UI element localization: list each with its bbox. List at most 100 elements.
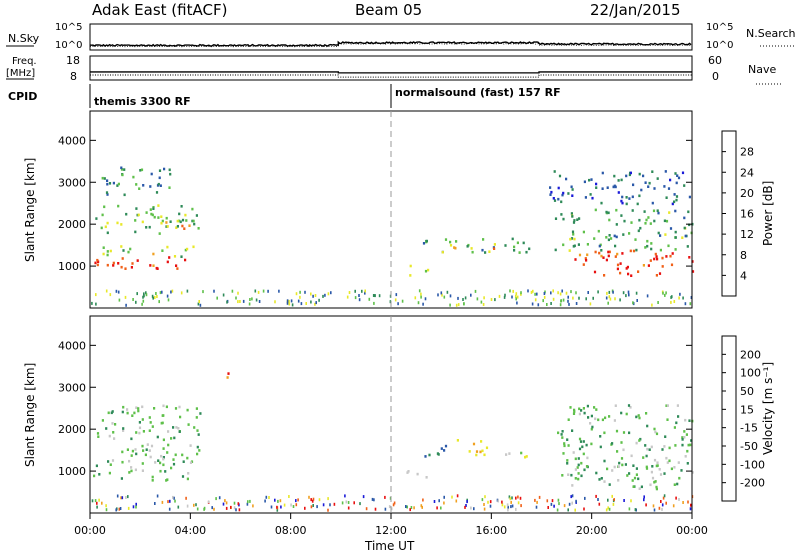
range-cell xyxy=(504,244,507,247)
range-cell xyxy=(198,300,200,303)
range-cell xyxy=(247,500,249,504)
range-cell xyxy=(151,213,154,217)
range-cell xyxy=(358,294,360,297)
range-cell xyxy=(120,168,124,171)
range-cell xyxy=(169,499,171,503)
range-cell xyxy=(150,212,153,216)
range-cell xyxy=(515,496,517,500)
range-cell xyxy=(108,471,111,475)
range-cell xyxy=(497,499,499,503)
range-cell xyxy=(142,184,145,187)
range-cell xyxy=(167,443,170,447)
range-cell xyxy=(549,193,552,196)
range-cell xyxy=(598,478,601,481)
range-cell xyxy=(346,295,349,299)
range-cell xyxy=(653,508,656,512)
range-cell xyxy=(479,450,482,454)
range-cell xyxy=(574,457,577,461)
range-cell xyxy=(583,180,586,184)
range-cell xyxy=(575,499,577,503)
range-cell xyxy=(155,266,158,270)
colorbar-tick-label: 200 xyxy=(740,348,761,361)
range-cell xyxy=(203,506,206,510)
range-cell xyxy=(151,479,154,482)
range-cell xyxy=(142,299,145,303)
range-cell xyxy=(473,507,475,511)
range-cell xyxy=(125,496,127,499)
range-cell xyxy=(584,257,587,260)
range-cell xyxy=(472,442,476,446)
range-cell xyxy=(657,211,660,215)
range-cell xyxy=(466,500,468,504)
range-cell xyxy=(505,453,508,456)
range-cell xyxy=(683,436,686,439)
range-cell xyxy=(186,504,189,508)
range-cell xyxy=(647,264,650,267)
range-cell xyxy=(311,499,314,503)
range-cell xyxy=(689,443,692,447)
range-cell xyxy=(141,405,144,409)
range-cell xyxy=(166,260,169,264)
range-cell xyxy=(449,240,452,244)
range-cell xyxy=(645,467,649,470)
noise-left-tick-bottom: 10^0 xyxy=(55,40,82,51)
range-cell xyxy=(678,296,680,300)
range-cell xyxy=(464,505,466,509)
range-cell xyxy=(577,243,580,246)
range-cell xyxy=(571,494,574,498)
range-cell xyxy=(371,497,374,501)
range-cell xyxy=(165,225,168,228)
range-cell xyxy=(410,506,413,509)
range-cell xyxy=(642,174,645,178)
range-cell xyxy=(470,247,473,250)
range-cell xyxy=(422,498,424,502)
x-tick-label: 00:00 xyxy=(74,524,106,537)
range-cell xyxy=(666,461,669,464)
range-cell xyxy=(675,198,678,202)
colorbar-tick-label: 4 xyxy=(740,269,747,282)
range-cell xyxy=(550,291,552,295)
range-cell xyxy=(638,194,641,198)
range-cell xyxy=(619,298,621,302)
range-cell xyxy=(120,166,123,170)
range-cell xyxy=(179,220,182,224)
range-cell xyxy=(603,459,606,463)
range-cell xyxy=(618,461,621,465)
range-cell xyxy=(570,290,572,294)
range-cell xyxy=(613,465,616,469)
range-cell xyxy=(128,471,131,474)
freq-left-tick-bottom: 8 xyxy=(70,70,77,83)
range-cell xyxy=(127,250,130,254)
range-cell xyxy=(237,502,240,506)
range-cell xyxy=(557,498,560,502)
cpid-panel: CPID themis 3300 RF normalsound (fast) 1… xyxy=(8,84,561,108)
range-cell xyxy=(132,505,135,509)
range-cell xyxy=(520,504,522,508)
range-cell xyxy=(654,252,657,256)
range-cell xyxy=(645,454,648,458)
time-axis-label: Time UT xyxy=(364,539,415,553)
range-cell xyxy=(168,168,171,172)
range-cell xyxy=(589,422,592,425)
noise-right-label: N.Search xyxy=(746,27,796,40)
range-cell xyxy=(659,234,662,237)
range-cell xyxy=(105,289,108,293)
range-cell xyxy=(177,427,180,430)
range-cell xyxy=(131,414,134,417)
range-cell xyxy=(168,186,171,189)
range-cell xyxy=(189,444,192,447)
range-cell xyxy=(664,435,667,438)
range-cell xyxy=(690,296,693,299)
range-cell xyxy=(511,237,514,241)
range-cell xyxy=(121,460,124,464)
range-cell xyxy=(644,246,647,249)
range-cell xyxy=(148,225,151,229)
range-cell xyxy=(141,444,144,448)
range-cell xyxy=(559,292,562,296)
range-cell xyxy=(569,237,572,241)
range-cell xyxy=(624,463,627,466)
range-cell xyxy=(111,422,114,425)
range-cell xyxy=(489,500,492,504)
range-cell xyxy=(627,290,630,294)
